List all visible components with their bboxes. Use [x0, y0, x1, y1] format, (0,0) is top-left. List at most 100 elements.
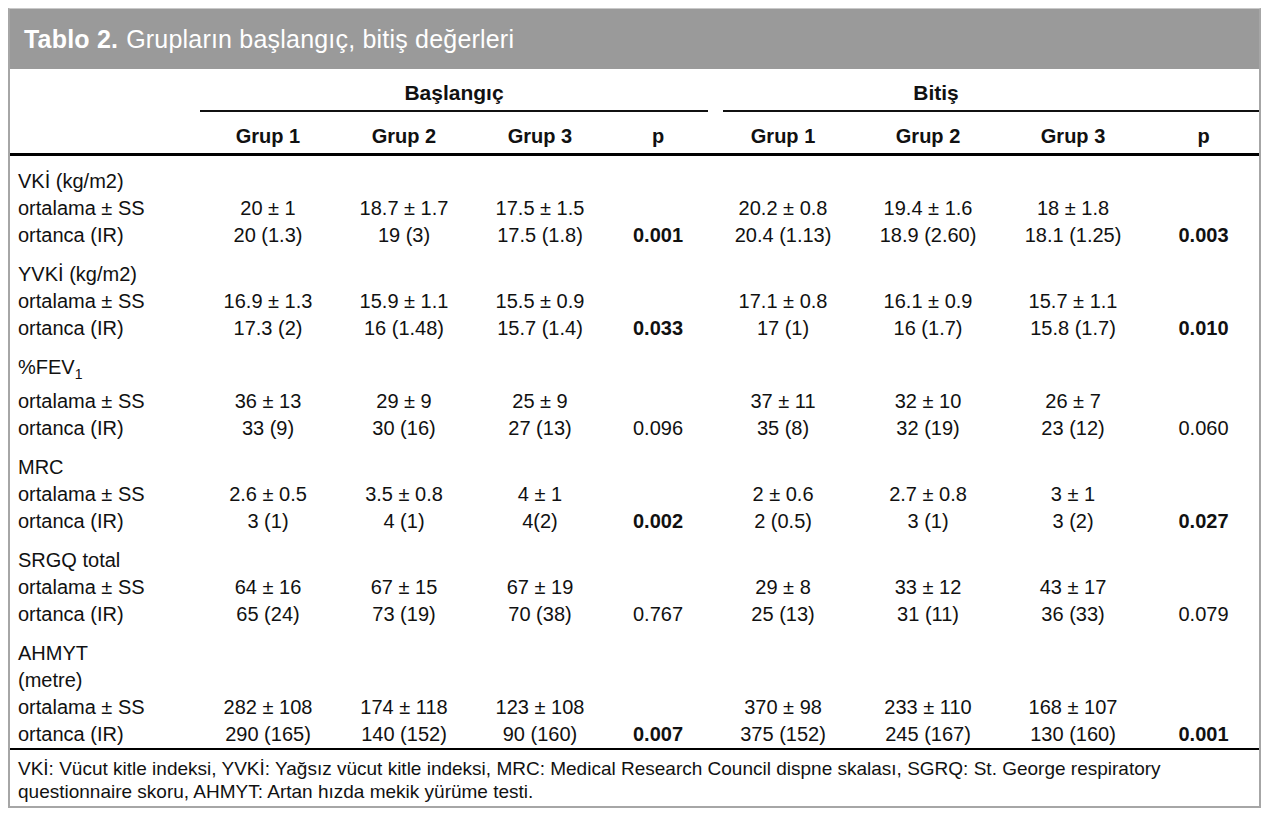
cell-value: 32 (19): [858, 415, 998, 442]
row-sublabel-mean: ortalama ± SS: [10, 195, 200, 222]
row-sublabel-median: ortanca (IR): [10, 721, 200, 749]
measure-label-row-fev1: %FEV1: [10, 342, 1259, 388]
median-row-ahmyt: ortanca (IR) 290 (165) 140 (152) 90 (160…: [10, 721, 1259, 749]
cell-value: 174 ± 118: [336, 694, 472, 721]
footnote-row: VKİ: Vücut kitle indeksi, YVKİ: Yağsız v…: [10, 749, 1259, 808]
cell-p-value: 0.079: [1148, 601, 1259, 628]
cell-value: 17.5 (1.8): [472, 222, 608, 249]
cell-value: 20.2 ± 0.8: [708, 195, 858, 222]
mean-row-yvki: ortalama ± SS 16.9 ± 1.3 15.9 ± 1.1 15.5…: [10, 288, 1259, 315]
measure-label2-row-ahmyt: (metre): [10, 667, 1259, 694]
cell-empty: [608, 574, 708, 601]
cell-value: 67 ± 19: [472, 574, 608, 601]
span-header-row: Başlangıç Bitiş: [10, 81, 1259, 112]
cell-value: 375 (152): [708, 721, 858, 749]
median-row-srgq: ortanca (IR) 65 (24) 73 (19) 70 (38) 0.7…: [10, 601, 1259, 628]
cell-value: 30 (16): [336, 415, 472, 442]
col-header-grup2-baslangic: Grup 2: [336, 112, 472, 155]
cell-value: 90 (160): [472, 721, 608, 749]
measure-label-vki: VKİ (kg/m2): [10, 155, 1259, 196]
mean-row-ahmyt: ortalama ± SS 282 ± 108 174 ± 118 123 ± …: [10, 694, 1259, 721]
fev-label-subscript: 1: [75, 366, 83, 382]
cell-value: 282 ± 108: [200, 694, 336, 721]
cell-empty: [1148, 195, 1259, 222]
cell-value: 29 ± 9: [336, 388, 472, 415]
cell-value: 67 ± 15: [336, 574, 472, 601]
cell-value: 20 ± 1: [200, 195, 336, 222]
col-header-grup2-bitis: Grup 2: [858, 112, 998, 155]
cell-value: 18 ± 1.8: [998, 195, 1148, 222]
cell-empty: [1148, 481, 1259, 508]
cell-value: 4(2): [472, 508, 608, 535]
bitis-span-cell: Bitiş: [708, 81, 1259, 112]
cell-value: 37 ± 11: [708, 388, 858, 415]
row-sublabel-mean: ortalama ± SS: [10, 288, 200, 315]
column-header-row: Grup 1 Grup 2 Grup 3 p Grup 1 Grup 2 Gru…: [10, 112, 1259, 155]
measure-label-row-vki: VKİ (kg/m2): [10, 155, 1259, 196]
cell-value: 64 ± 16: [200, 574, 336, 601]
cell-value: 25 (13): [708, 601, 858, 628]
cell-empty: [1148, 388, 1259, 415]
cell-value: 3 (1): [200, 508, 336, 535]
measure-label-mrc: MRC: [10, 442, 1259, 481]
cell-p-value: 0.027: [1148, 508, 1259, 535]
row-sublabel-median: ortanca (IR): [10, 315, 200, 342]
row-sublabel-median: ortanca (IR): [10, 508, 200, 535]
cell-value: 2.7 ± 0.8: [858, 481, 998, 508]
cell-value: 35 (8): [708, 415, 858, 442]
mean-row-mrc: ortalama ± SS 2.6 ± 0.5 3.5 ± 0.8 4 ± 1 …: [10, 481, 1259, 508]
empty-header-cell: [10, 112, 200, 155]
cell-value: 3.5 ± 0.8: [336, 481, 472, 508]
cell-empty: [1148, 694, 1259, 721]
cell-p-value: 0.033: [608, 315, 708, 342]
table-title: Grupların başlangıç, bitiş değerleri: [126, 25, 514, 54]
fev-label-main: %FEV: [18, 356, 75, 378]
cell-empty: [1148, 288, 1259, 315]
measure-label-row-mrc: MRC: [10, 442, 1259, 481]
col-header-p-bitis: p: [1148, 112, 1259, 155]
cell-p-value: 0.001: [1148, 721, 1259, 749]
cell-value: 26 ± 7: [998, 388, 1148, 415]
cell-value: 15.5 ± 0.9: [472, 288, 608, 315]
empty-corner-cell: [10, 81, 200, 112]
row-sublabel-mean: ortalama ± SS: [10, 574, 200, 601]
col-header-grup1-baslangic: Grup 1: [200, 112, 336, 155]
row-sublabel-mean: ortalama ± SS: [10, 481, 200, 508]
cell-p-value: 0.010: [1148, 315, 1259, 342]
baslangic-span-cell: Başlangıç: [200, 81, 708, 112]
cell-value: 15.9 ± 1.1: [336, 288, 472, 315]
measure-label-srgq: SRGQ total: [10, 535, 1259, 574]
cell-value: 370 ± 98: [708, 694, 858, 721]
cell-value: 32 ± 10: [858, 388, 998, 415]
cell-empty: [608, 481, 708, 508]
cell-p-value: 0.096: [608, 415, 708, 442]
cell-p-value: 0.060: [1148, 415, 1259, 442]
row-sublabel-mean: ortalama ± SS: [10, 694, 200, 721]
cell-value: 15.7 (1.4): [472, 315, 608, 342]
cell-value: 2 (0.5): [708, 508, 858, 535]
row-sublabel-median: ortanca (IR): [10, 601, 200, 628]
measure-label-fev1: %FEV1: [10, 342, 1259, 388]
measure-label-row-yvki: YVKİ (kg/m2): [10, 249, 1259, 288]
cell-value: 4 ± 1: [472, 481, 608, 508]
cell-value: 16 (1.48): [336, 315, 472, 342]
table-title-bar: Tablo 2. Grupların başlangıç, bitiş değe…: [10, 9, 1259, 69]
cell-value: 16.9 ± 1.3: [200, 288, 336, 315]
cell-value: 19.4 ± 1.6: [858, 195, 998, 222]
cell-value: 16.1 ± 0.9: [858, 288, 998, 315]
cell-value: 27 (13): [472, 415, 608, 442]
col-header-p-baslangic: p: [608, 112, 708, 155]
cell-value: 130 (160): [998, 721, 1148, 749]
row-sublabel-median: ortanca (IR): [10, 415, 200, 442]
mean-row-fev1: ortalama ± SS 36 ± 13 29 ± 9 25 ± 9 37 ±…: [10, 388, 1259, 415]
median-row-mrc: ortanca (IR) 3 (1) 4 (1) 4(2) 0.002 2 (0…: [10, 508, 1259, 535]
cell-value: 4 (1): [336, 508, 472, 535]
cell-value: 18.7 ± 1.7: [336, 195, 472, 222]
cell-value: 168 ± 107: [998, 694, 1148, 721]
cell-value: 16 (1.7): [858, 315, 998, 342]
cell-p-value: 0.003: [1148, 222, 1259, 249]
bitis-header: Bitiş: [723, 81, 1259, 112]
measure-label-yvki: YVKİ (kg/m2): [10, 249, 1259, 288]
table-number: Tablo 2.: [24, 25, 118, 54]
cell-value: 20 (1.3): [200, 222, 336, 249]
